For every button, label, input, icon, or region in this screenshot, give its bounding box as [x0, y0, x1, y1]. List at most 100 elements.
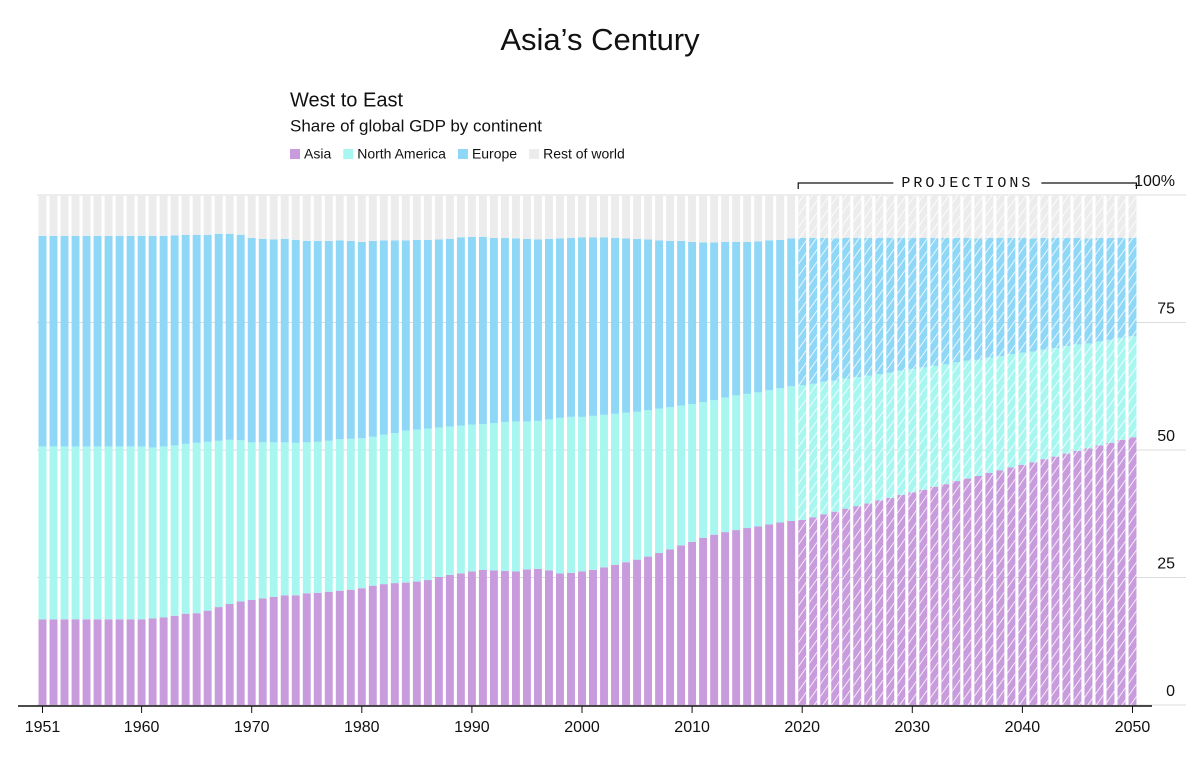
bar-segment	[60, 619, 69, 705]
bar-segment	[578, 237, 586, 417]
bar-segment	[247, 442, 256, 600]
bar-segment	[93, 195, 102, 236]
bar-segment	[247, 195, 256, 238]
bar-segment	[170, 195, 179, 236]
bar-segment	[192, 442, 201, 614]
projection-hatch	[1073, 195, 1082, 705]
legend-swatch	[529, 149, 540, 159]
bar-segment	[478, 236, 487, 424]
bar-segment	[93, 446, 102, 620]
x-tick-label: 1990	[454, 719, 490, 736]
bar-segment	[467, 424, 476, 572]
bar-segment	[787, 195, 796, 239]
bar-segment	[699, 402, 708, 538]
bar-segment	[291, 595, 300, 705]
bar-segment	[71, 195, 80, 236]
bar-segment	[412, 239, 421, 430]
bar-segment	[500, 237, 509, 422]
bar-segment	[225, 195, 234, 234]
projection-hatch	[1007, 195, 1016, 705]
bar-segment	[302, 195, 311, 241]
projection-hatch	[1062, 195, 1071, 705]
bar-segment	[787, 238, 796, 387]
y-tick-label: 0	[1166, 683, 1175, 700]
bar-segment	[456, 425, 465, 574]
bar-segment	[203, 195, 212, 235]
legend-swatch	[457, 149, 468, 159]
bar-segment	[401, 582, 410, 705]
bar-segment	[269, 596, 278, 705]
legend: Asia North America Europe Rest of world	[290, 146, 625, 162]
projection-hatch	[974, 195, 983, 705]
bar-segment	[49, 619, 58, 705]
bar-segment	[456, 573, 465, 705]
projection-hatch	[820, 195, 829, 705]
bar-segment	[104, 619, 113, 705]
bar-segment	[423, 239, 432, 429]
bar-segment	[445, 426, 454, 575]
bar-segment	[104, 446, 113, 620]
y-tick-label: 25	[1157, 556, 1175, 573]
bar-segment	[556, 417, 564, 574]
projection-hatch	[1029, 195, 1038, 705]
page-title: Asia’s Century	[500, 22, 700, 57]
bar-segment	[456, 195, 465, 238]
projection-hatch	[952, 195, 961, 705]
bar-segment	[567, 195, 575, 238]
bar-segment	[511, 238, 520, 422]
bar-segment	[467, 195, 476, 237]
bar-segment	[258, 442, 267, 599]
bar-segment	[765, 195, 774, 241]
bar-segment	[489, 570, 498, 705]
bar-segment	[346, 438, 355, 590]
bar-segment	[688, 195, 697, 242]
bar-segment	[379, 240, 388, 435]
bar-segment	[192, 195, 201, 235]
bar-segment	[644, 195, 653, 240]
bar-segment	[600, 195, 608, 238]
bar-segment	[589, 237, 597, 416]
bar-segment	[545, 238, 553, 420]
bar-segment	[765, 240, 774, 391]
bar-segment	[699, 242, 708, 403]
bar-segment	[622, 562, 630, 705]
bar-segment	[258, 598, 267, 705]
bar-segment	[71, 619, 80, 705]
bar-segment	[148, 447, 157, 619]
bar-segment	[412, 581, 421, 705]
bar-segment	[787, 520, 796, 705]
bar-segment	[600, 414, 608, 568]
projection-hatch	[1040, 195, 1049, 705]
bar-segment	[181, 195, 190, 235]
bar-segment	[214, 195, 223, 234]
bar-segment	[192, 613, 201, 705]
x-tick-label: 2040	[1005, 719, 1041, 736]
bar-segment	[699, 537, 708, 705]
bar-segment	[434, 239, 443, 428]
bar-segment	[500, 570, 509, 705]
bar-segment	[787, 386, 796, 521]
bar-segment	[732, 195, 741, 242]
bar-segment	[401, 195, 410, 241]
bar-segment	[732, 395, 741, 531]
bar-segment	[71, 235, 80, 447]
bar-segment	[49, 195, 58, 236]
bar-segment	[567, 237, 575, 417]
projection-hatch	[1117, 195, 1126, 705]
bar-segment	[401, 430, 410, 583]
projection-hatch	[1084, 195, 1093, 705]
bar-segment	[93, 619, 102, 705]
bar-segment	[776, 195, 785, 240]
bar-segment	[214, 233, 223, 441]
bar-segment	[655, 240, 664, 409]
x-tick-label: 1960	[124, 719, 160, 736]
bar-segment	[666, 195, 675, 241]
legend-swatch	[290, 149, 300, 159]
bar-segment	[203, 610, 212, 705]
bar-segment	[159, 195, 168, 236]
bar-segment	[500, 195, 509, 238]
bar-segment	[313, 195, 322, 241]
bar-segment	[38, 195, 47, 236]
bar-segment	[765, 390, 774, 525]
bar-segment	[699, 195, 708, 243]
